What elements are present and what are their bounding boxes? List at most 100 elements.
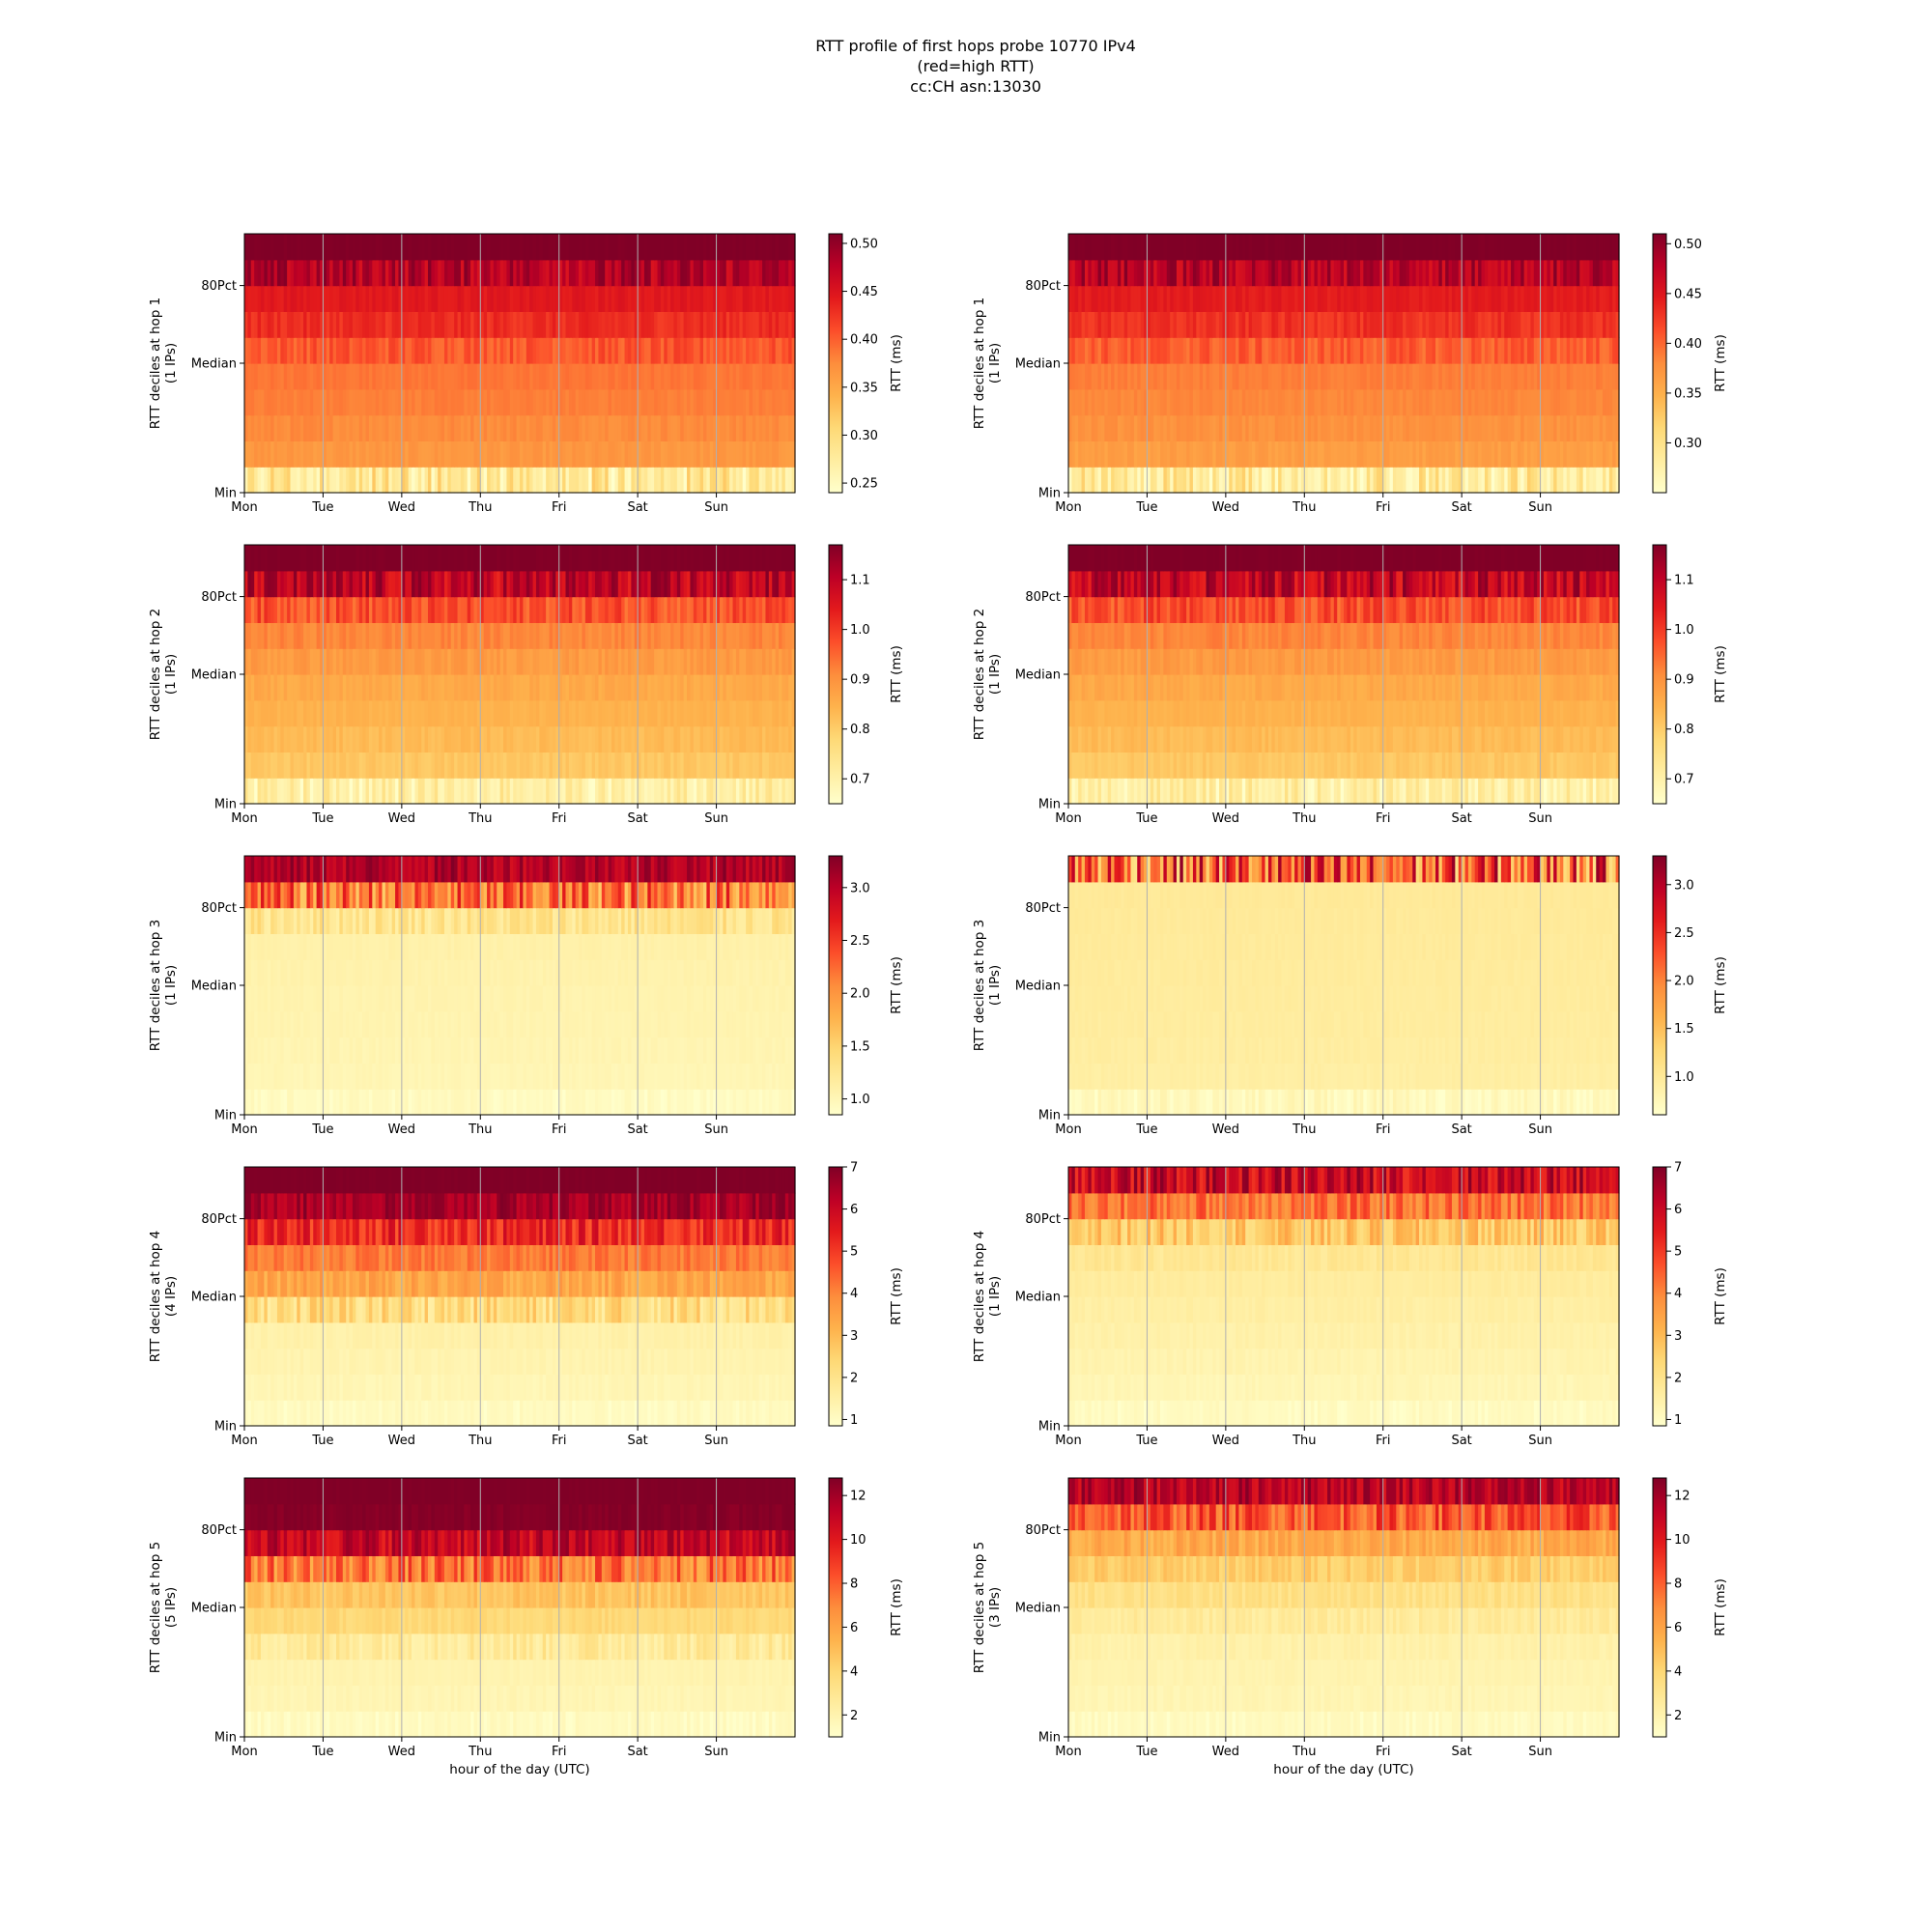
heatmap-cell [1438, 363, 1442, 389]
heatmap-cell [1268, 440, 1272, 467]
heatmap-cell [317, 260, 321, 286]
heatmap-cell [353, 415, 356, 441]
heatmap-cell [1292, 260, 1295, 286]
heatmap-cell [776, 337, 780, 363]
heatmap-cell [753, 571, 756, 597]
heatmap-cell [614, 286, 618, 312]
heatmap-cell [638, 778, 641, 804]
heatmap-cell [720, 467, 724, 493]
heatmap-cell [284, 571, 288, 597]
heatmap-cell [409, 700, 412, 726]
heatmap-cell [444, 260, 448, 286]
heatmap-cell [743, 700, 747, 726]
heatmap-cell [559, 726, 563, 753]
heatmap-cell [306, 571, 310, 597]
heatmap-cell [743, 440, 747, 467]
heatmap-cell [490, 337, 494, 363]
heatmap-cell [1360, 311, 1364, 337]
heatmap-cell [1370, 286, 1374, 312]
heatmap-cell [684, 363, 688, 389]
heatmap-cell [409, 415, 412, 441]
heatmap-cell [523, 363, 526, 389]
heatmap-cell [1130, 467, 1134, 493]
heatmap-cell [1475, 286, 1479, 312]
heatmap-cell [468, 648, 471, 674]
heatmap-cell [1370, 389, 1374, 415]
heatmap-cell [1209, 260, 1213, 286]
heatmap-cell [444, 440, 448, 467]
heatmap-cell [270, 440, 274, 467]
heatmap-cell [1337, 337, 1341, 363]
heatmap-cell [1347, 467, 1350, 493]
heatmap-cell [1600, 389, 1604, 415]
y-axis-label: RTT deciles at hop 1(1 IPs) [148, 298, 179, 430]
heatmap-cell [362, 597, 366, 623]
heatmap-cell [661, 752, 665, 778]
heatmap-cell [339, 260, 343, 286]
heatmap-cell [661, 415, 665, 441]
heatmap-cell [696, 286, 700, 312]
heatmap-cell [628, 311, 632, 337]
heatmap-cell [559, 389, 563, 415]
heatmap-cell [444, 234, 448, 260]
heatmap-cell [1186, 467, 1190, 493]
heatmap-cell [536, 622, 540, 648]
heatmap-cell [569, 778, 573, 804]
heatmap-cell [1118, 363, 1122, 389]
heatmap-cell [1108, 440, 1112, 467]
heatmap-cell [720, 286, 724, 312]
heatmap-cell [605, 363, 609, 389]
heatmap-cell [1233, 363, 1236, 389]
heatmap-cell [454, 389, 458, 415]
heatmap-cell [500, 726, 504, 753]
heatmap-cell [614, 234, 618, 260]
heatmap-cell [673, 752, 677, 778]
heatmap-cell [1177, 260, 1180, 286]
heatmap-cell [753, 778, 756, 804]
heatmap-cell [720, 752, 724, 778]
heatmap-cell [1370, 234, 1374, 260]
heatmap-cell [628, 337, 632, 363]
heatmap-cell [294, 363, 298, 389]
heatmap-cell [1314, 440, 1318, 467]
heatmap-cell [1567, 286, 1571, 312]
heatmap-cell [614, 415, 618, 441]
heatmap-cell [1085, 440, 1089, 467]
heatmap-cell [1233, 234, 1236, 260]
heatmap-cell [261, 389, 265, 415]
heatmap-cell [684, 286, 688, 312]
heatmap-cell [592, 700, 596, 726]
heatmap-cell [421, 571, 425, 597]
heatmap-cell [353, 778, 356, 804]
heatmap-cell [1475, 389, 1479, 415]
heatmap-cell [1186, 260, 1190, 286]
heatmap-cell [1292, 363, 1295, 389]
heatmap-cell [1360, 260, 1364, 286]
y-axis-label-line: RTT deciles at hop 1 [972, 298, 987, 430]
heatmap-cell [339, 363, 343, 389]
heatmap-cell [1416, 440, 1420, 467]
heatmap-cell [376, 674, 380, 700]
heatmap-cell [592, 752, 596, 778]
heatmap-cell [284, 311, 288, 337]
heatmap-cell [684, 234, 688, 260]
heatmap-cell [1429, 337, 1433, 363]
heatmap-cell [1438, 286, 1442, 312]
heatmap-cell [592, 648, 596, 674]
heatmap-cell [376, 389, 380, 415]
heatmap-cell [1577, 286, 1580, 312]
heatmap-cell [468, 260, 471, 286]
heatmap-cell [306, 622, 310, 648]
heatmap-cell [1553, 234, 1557, 260]
heatmap-cell [546, 752, 550, 778]
heatmap-cell [1429, 260, 1433, 286]
heatmap-cell [1360, 415, 1364, 441]
heatmap-cell [1163, 389, 1167, 415]
heatmap-cell [1337, 440, 1341, 467]
heatmap-cell [1094, 286, 1098, 312]
heatmap-cell [1475, 260, 1479, 286]
heatmap-cell [743, 622, 747, 648]
y-tick-label: 80Pct [201, 279, 237, 294]
heatmap-cell [306, 752, 310, 778]
heatmap-cell [294, 545, 298, 571]
